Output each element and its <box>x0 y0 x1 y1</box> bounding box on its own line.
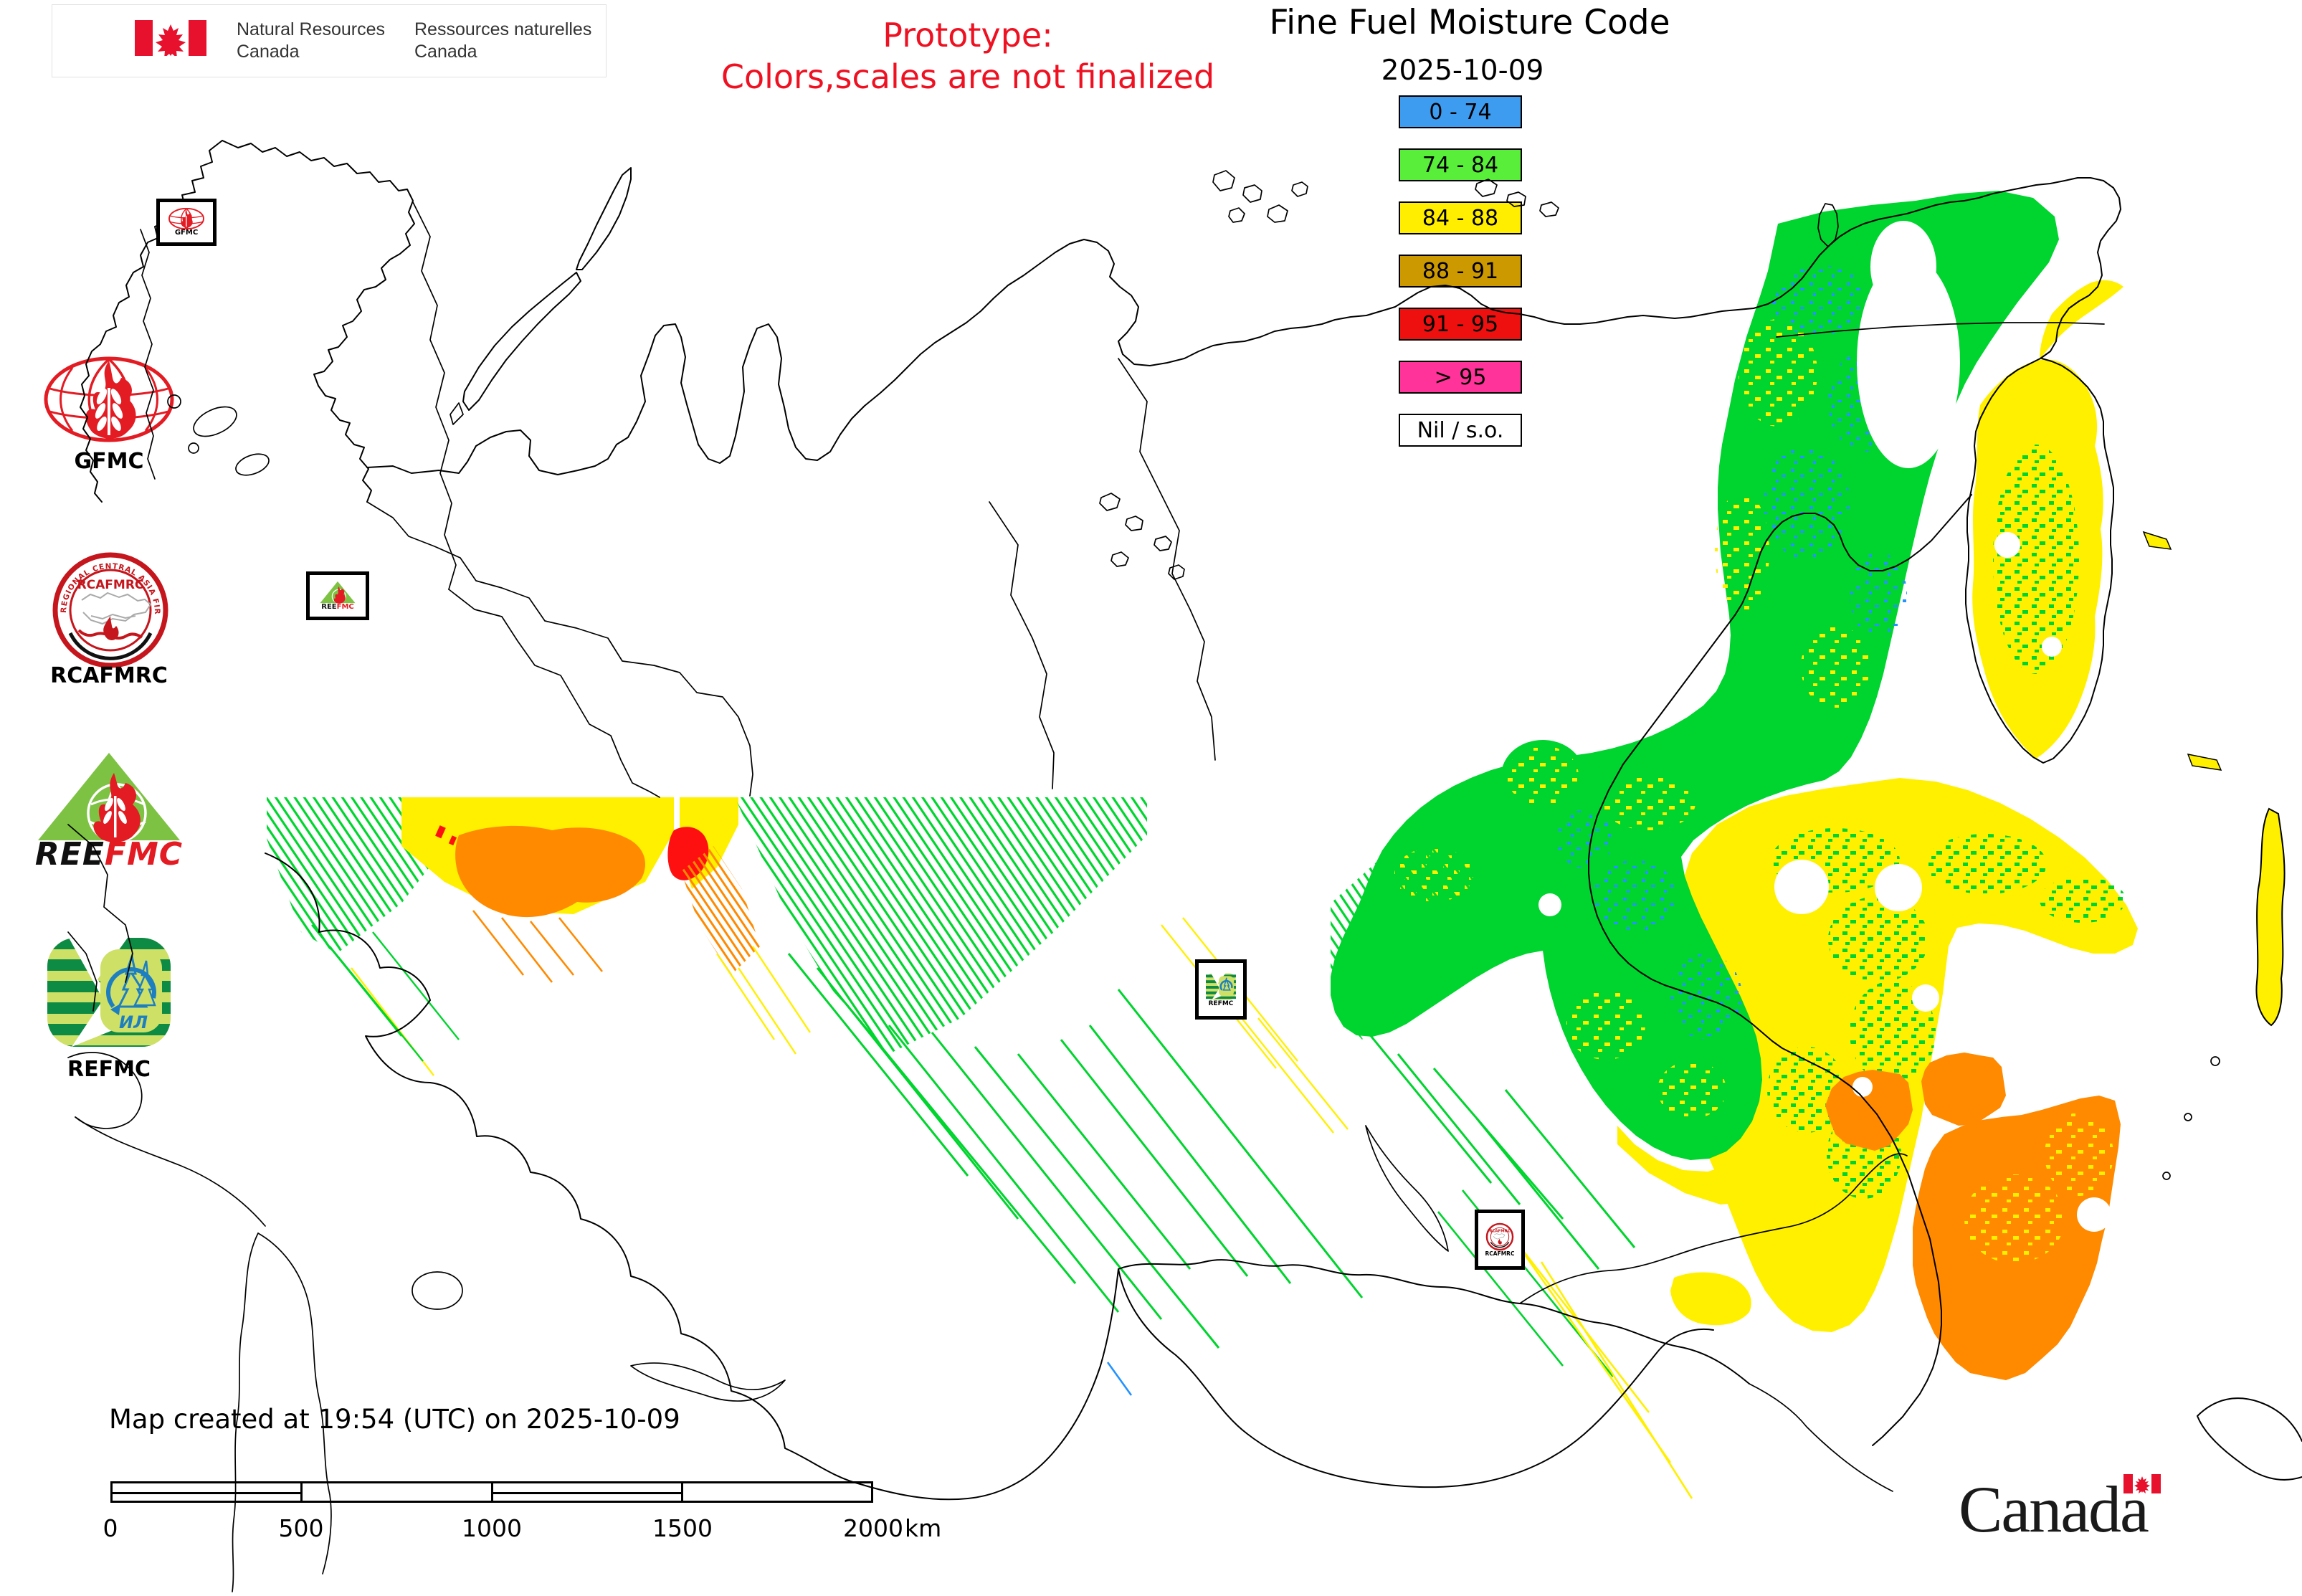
ffmc-legend: 0 - 74 74 - 84 84 - 88 88 - 91 91 - 95 >… <box>1399 95 1522 447</box>
refmc-marker-icon <box>1206 972 1236 1000</box>
scale-segment-3 <box>493 1483 683 1501</box>
legend-swatch-88-91: 88 - 91 <box>1399 255 1522 288</box>
scale-tick-500: 500 <box>278 1514 324 1542</box>
scale-tick-0: 0 <box>103 1514 118 1542</box>
scale-tick-1000: 1000 <box>462 1514 522 1542</box>
rcafmrc-logo: REGIONAL CENTRAL ASIA FIRE MANAGEMENT RE… <box>52 547 168 668</box>
nrcan-fr-line2: Canada <box>414 42 477 62</box>
scale-bar <box>110 1481 873 1503</box>
reefmc-map-marker: REEFMC <box>306 571 369 620</box>
refmc-logo: ИЛ <box>47 938 171 1047</box>
prototype-warning-line1: Prototype: <box>883 16 1053 54</box>
scale-segment-1 <box>113 1483 303 1501</box>
nrcan-wordmark-en: Natural Resources Canada <box>237 19 385 63</box>
legend-swatch-gt-95: > 95 <box>1399 361 1522 394</box>
legend-label: 88 - 91 <box>1422 258 1499 284</box>
reefmc-wordmark-ree: REE <box>34 836 105 873</box>
prototype-warning-line2: Colors,scales are not finalized <box>720 57 1215 96</box>
coastlines <box>67 140 2302 1592</box>
map-created-caption: Map created at 19:54 (UTC) on 2025-10-09 <box>109 1404 680 1435</box>
canada-wordmark: Canada <box>1959 1473 2149 1546</box>
scale-tick-1500: 1500 <box>652 1514 713 1542</box>
rcafmrc-marker-inner: RCAFMRC <box>1489 1230 1510 1234</box>
rcafmrc-map-marker: RCAFMRC RCAFMRC <box>1475 1210 1525 1270</box>
scale-unit: km <box>905 1514 942 1542</box>
nrcan-signature-box <box>52 4 607 77</box>
refmc-inner-text: ИЛ <box>119 1012 148 1032</box>
nrcan-fr-line1: Ressources naturelles <box>414 19 592 39</box>
gfmc-label: GFMC <box>74 449 144 474</box>
map-date: 2025-10-09 <box>1381 54 1544 87</box>
reefmc-marker-ree: REE <box>321 603 337 611</box>
legend-label: 84 - 88 <box>1422 205 1499 231</box>
legend-label: 74 - 84 <box>1422 152 1499 178</box>
gfmc-marker-label: GFMC <box>174 229 199 237</box>
refmc-marker-label: REFMC <box>1208 999 1234 1007</box>
gfmc-map-marker: GFMC <box>156 199 217 246</box>
gfmc-logo <box>44 356 174 442</box>
legend-swatch-84-88: 84 - 88 <box>1399 201 1522 234</box>
rcafmrc-marker-label: RCAFMRC <box>1485 1250 1515 1258</box>
nrcan-en-line2: Canada <box>237 42 300 62</box>
legend-label: > 95 <box>1434 364 1487 390</box>
nrcan-wordmark-fr: Ressources naturelles Canada <box>414 19 591 63</box>
legend-label: 91 - 95 <box>1422 311 1499 337</box>
legend-swatch-74-84: 74 - 84 <box>1399 148 1522 181</box>
rcafmrc-inner-text: RCAFMRC <box>77 578 144 592</box>
rcafmrc-label: RCAFMRC <box>50 663 168 688</box>
reefmc-wordmark-fmc: FMC <box>104 836 184 873</box>
ffmc-data-layer <box>267 191 2222 1499</box>
rcafmrc-marker-icon: RCAFMRC <box>1485 1222 1514 1251</box>
scale-segment-2 <box>303 1483 493 1501</box>
refmc-map-marker: REFMC <box>1195 959 1247 1020</box>
legend-swatch-0-74: 0 - 74 <box>1399 95 1522 128</box>
gfmc-marker-icon <box>168 208 204 229</box>
canada-wordmark-flag-icon <box>2123 1474 2161 1493</box>
scale-tick-2000: 2000 <box>843 1514 903 1542</box>
reefmc-marker-icon <box>320 581 356 604</box>
legend-swatch-nil: Nil / s.o. <box>1399 414 1522 447</box>
legend-label: Nil / s.o. <box>1417 417 1504 443</box>
legend-label: 0 - 74 <box>1429 99 1492 125</box>
canada-flag-icon <box>135 20 206 56</box>
reefmc-wordmark: REEFMC <box>29 836 189 873</box>
reefmc-logo <box>38 753 180 842</box>
reefmc-marker-label: REEFMC <box>321 604 354 611</box>
legend-swatch-91-95: 91 - 95 <box>1399 308 1522 341</box>
page-title: Fine Fuel Moisture Code <box>1269 3 1670 42</box>
nrcan-en-line1: Natural Resources <box>237 19 386 39</box>
reefmc-marker-fmc: FMC <box>336 603 354 611</box>
